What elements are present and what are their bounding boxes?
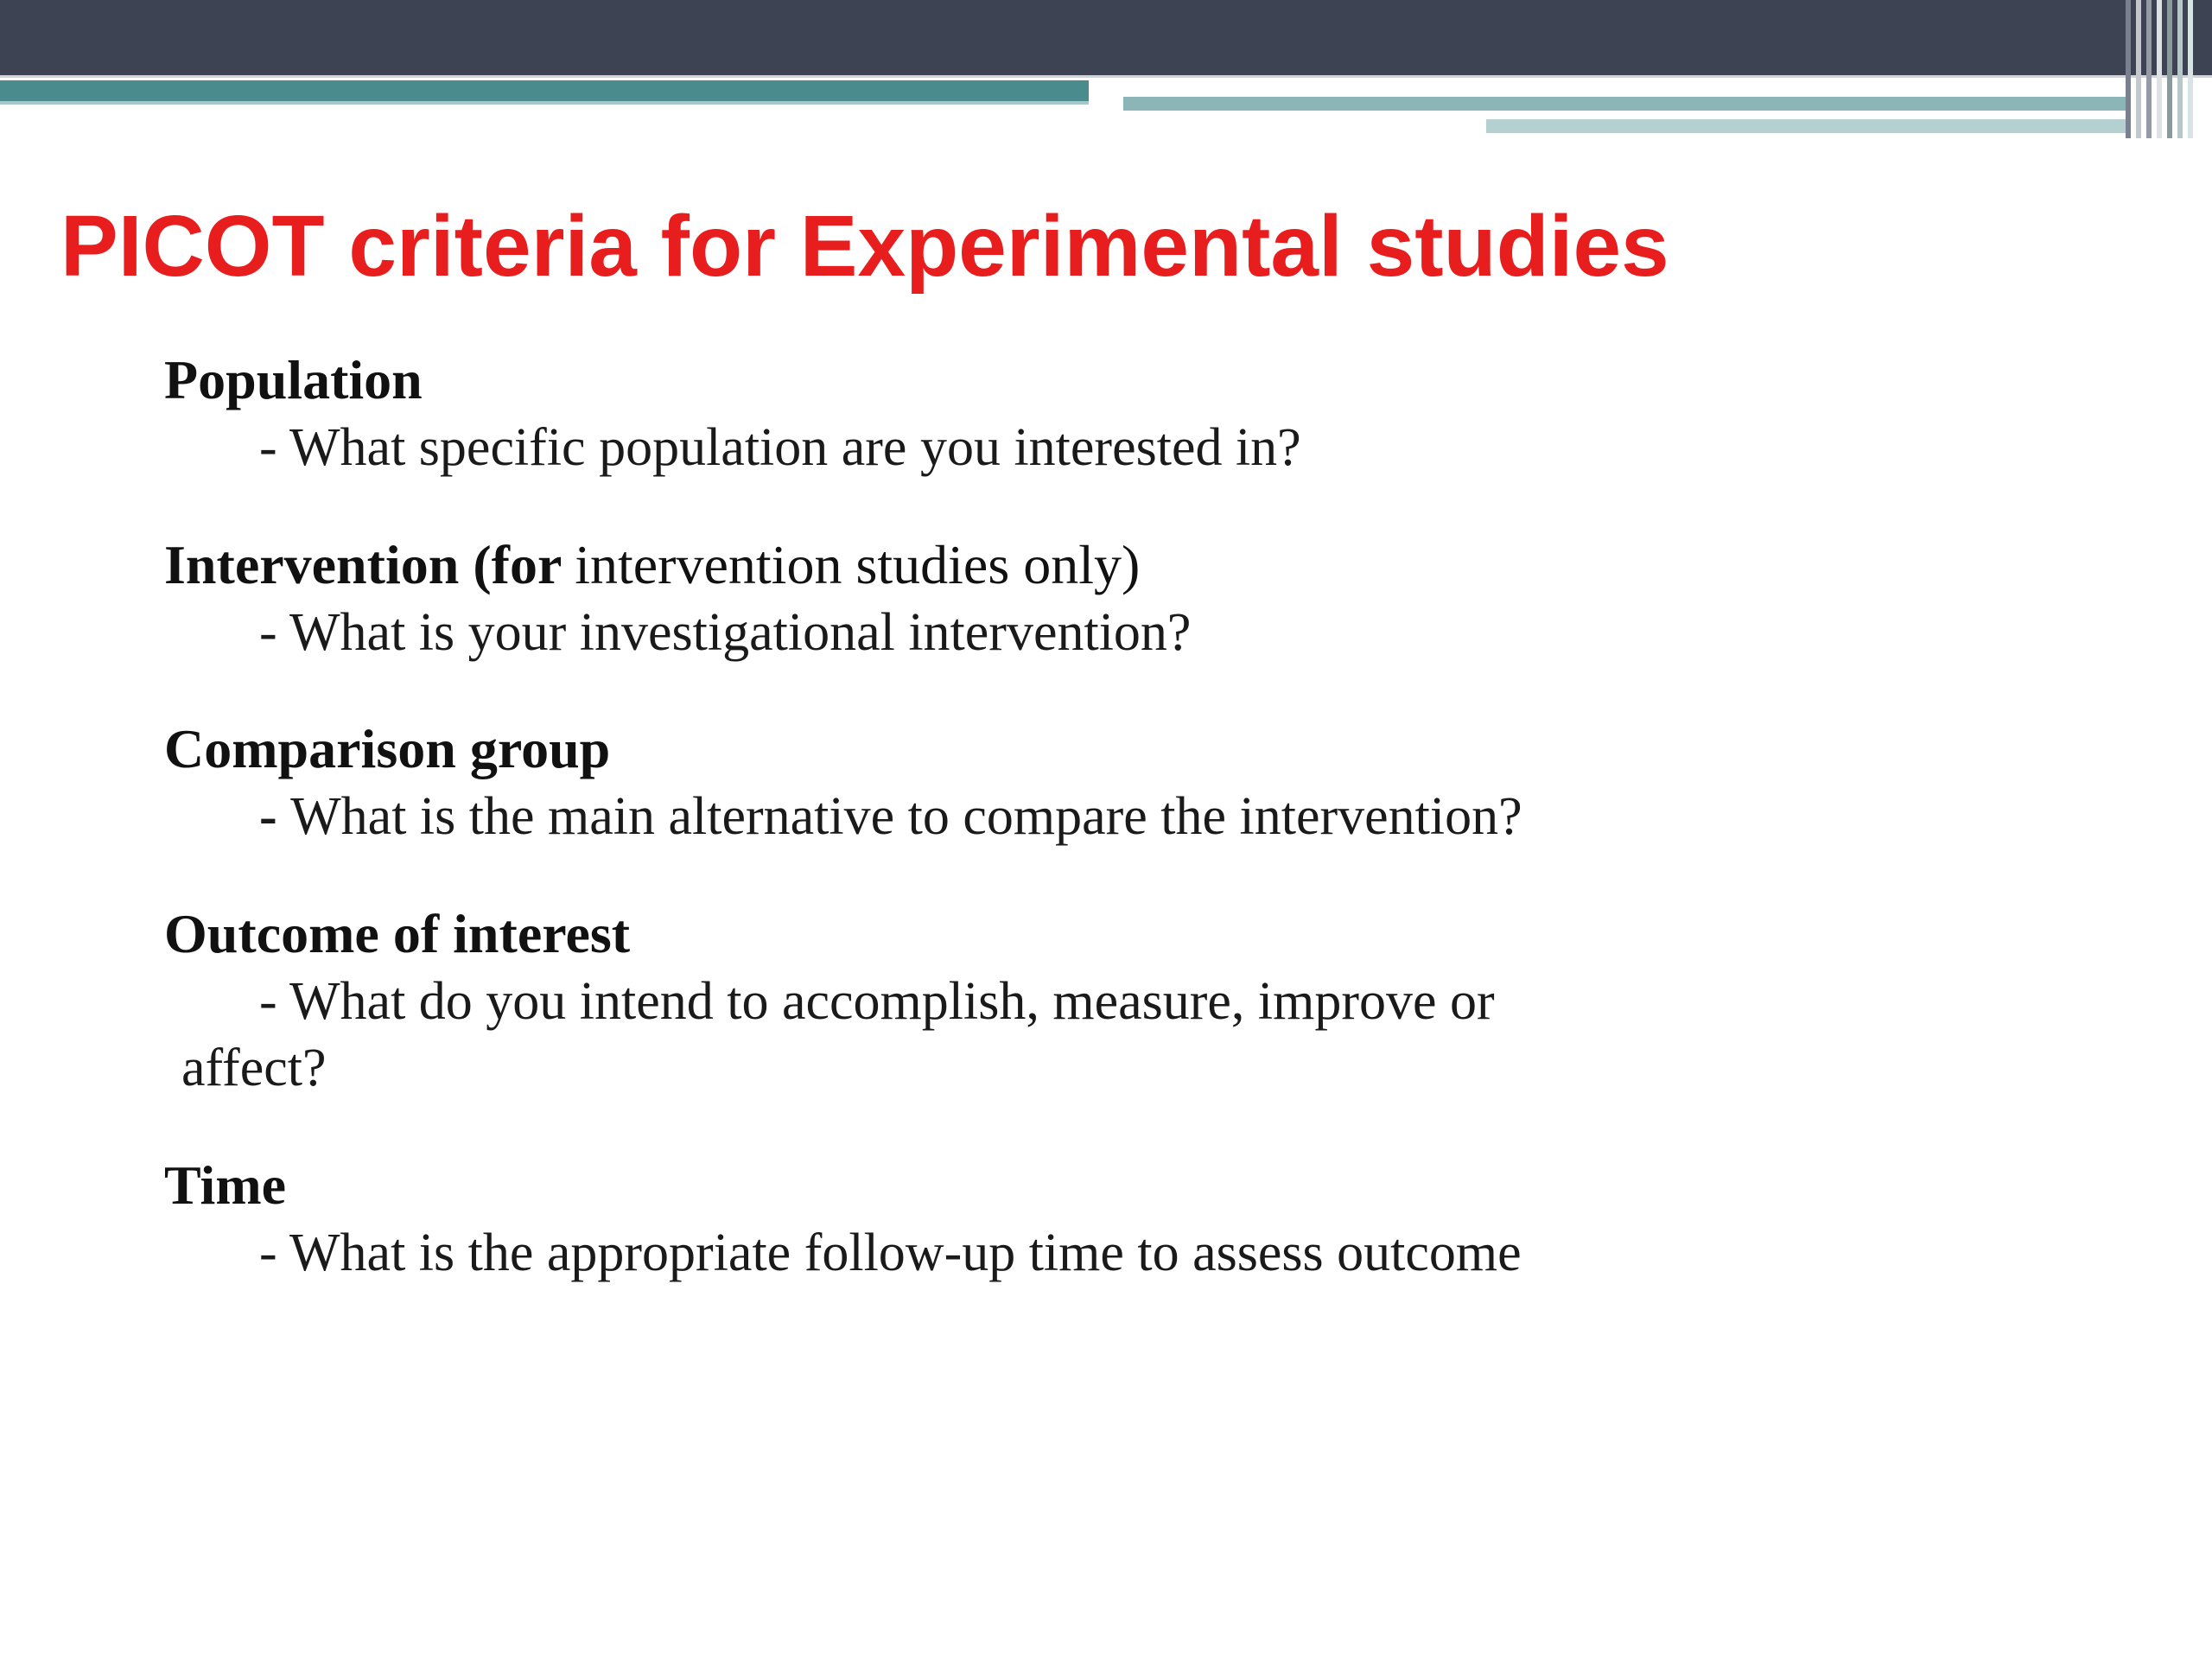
desc-text: What is your investigational interventio… — [289, 603, 1191, 662]
heading-bold: Population — [164, 349, 423, 410]
criteria-desc: - What is your investigational intervent… — [164, 600, 2143, 667]
criteria-heading: Outcome of interest — [164, 899, 2143, 969]
desc-dash: - — [259, 603, 289, 662]
criteria-heading: Population — [164, 346, 2143, 415]
teal-bar-left — [0, 80, 1089, 105]
criteria-heading: Intervention (for intervention studies o… — [164, 531, 2143, 600]
content-area: PICOT criteria for Experimental studies … — [60, 199, 2143, 1335]
criteria-heading: Comparison group — [164, 715, 2143, 784]
desc-dash: - — [259, 1224, 289, 1282]
criteria-desc-continue: affect? — [164, 1035, 2143, 1103]
desc-text: What is the main alternative to compare … — [290, 787, 1522, 846]
heading-bold: Comparison group — [164, 718, 610, 779]
heading-bold: Intervention (for — [164, 534, 575, 595]
desc-dash: - — [259, 787, 290, 846]
teal-bar-right-1 — [1123, 97, 2126, 111]
criteria-outcome: Outcome of interest - What do you intend… — [60, 899, 2143, 1103]
slide-title: PICOT criteria for Experimental studies — [60, 199, 2143, 294]
desc-dash: - — [259, 972, 289, 1031]
criteria-time: Time - What is the appropriate follow-up… — [60, 1151, 2143, 1287]
criteria-comparison: Comparison group - What is the main alte… — [60, 715, 2143, 851]
desc-text: What specific population are you interes… — [289, 418, 1301, 477]
criteria-desc: - What specific population are you inter… — [164, 415, 2143, 482]
heading-bold: Time — [164, 1154, 286, 1216]
teal-bar-right-2 — [1486, 119, 2126, 133]
desc-text: What is the appropriate follow-up time t… — [289, 1224, 1522, 1282]
heading-normal: intervention studies only) — [575, 534, 1140, 595]
criteria-intervention: Intervention (for intervention studies o… — [60, 531, 2143, 667]
criteria-desc: - What is the appropriate follow-up time… — [164, 1220, 2143, 1287]
slide: PICOT criteria for Experimental studies … — [0, 0, 2212, 1659]
criteria-desc: - What do you intend to accomplish, meas… — [164, 969, 2143, 1036]
vertical-stripes — [2126, 0, 2212, 138]
criteria-population: Population - What specific population ar… — [60, 346, 2143, 482]
desc-dash: - — [259, 418, 289, 477]
heading-bold: Outcome of interest — [164, 903, 630, 964]
desc-text: What do you intend to accomplish, measur… — [289, 972, 1495, 1031]
top-band — [0, 0, 2212, 78]
criteria-heading: Time — [164, 1151, 2143, 1220]
criteria-desc: - What is the main alternative to compar… — [164, 784, 2143, 851]
